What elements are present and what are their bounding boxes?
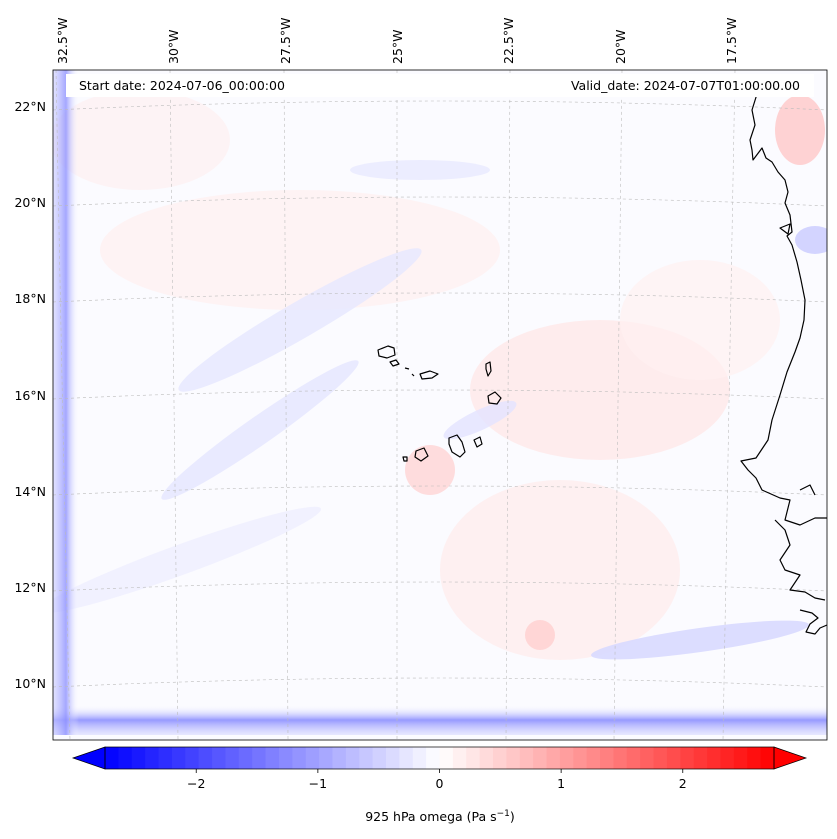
colorbar-cell (640, 747, 655, 769)
colorbar-cell (600, 747, 614, 769)
lon-label: 22.5°W (501, 18, 516, 64)
colorbar-extend-high (773, 746, 808, 770)
colorbar-cell (707, 747, 721, 769)
colorbar-cell (559, 747, 574, 769)
colorbar-cell (506, 747, 521, 769)
colorbar-cell (760, 747, 775, 769)
date-header-box (66, 74, 814, 97)
colorbar-cell (212, 747, 226, 769)
coastline (377, 93, 827, 635)
colorbar-cell (278, 747, 293, 769)
colorbar-cell (412, 747, 427, 769)
colorbar-tick-label: 2 (679, 776, 687, 791)
colorbar-cell (573, 747, 588, 769)
colorbar-cell (653, 747, 668, 769)
lon-label: 27.5°W (278, 18, 293, 64)
colorbar-label-close: ) (510, 809, 515, 824)
lon-label: 20°W (613, 29, 628, 64)
colorbar-cell (452, 747, 467, 769)
colorbar-cell (385, 747, 400, 769)
lat-label: 12°N (14, 580, 46, 595)
lon-label: 17.5°W (724, 18, 739, 64)
map-frame (52, 69, 828, 741)
colorbar-extend-low (71, 746, 106, 770)
lon-label: 25°W (390, 29, 405, 64)
colorbar-cell (105, 747, 119, 769)
colorbar-tick-label: −1 (309, 776, 327, 791)
colorbar-tick-label: −2 (187, 776, 205, 791)
lon-label: 30°W (166, 29, 181, 64)
colorbar-cell (546, 747, 561, 769)
colorbar-cell (238, 747, 253, 769)
colorbar-cell (426, 747, 440, 769)
colorbar-cell (198, 747, 213, 769)
colorbar-cell (519, 747, 534, 769)
map-panel[interactable]: Start date: 2024-07-06_00:00:00 Valid_da… (34, 69, 835, 741)
lat-label: 20°N (14, 195, 46, 210)
colorbar-cell (372, 747, 387, 769)
colorbar-cell (359, 747, 374, 769)
colorbar-cell (292, 747, 307, 769)
colorbar-ticks: −2 −1 0 1 2 (187, 769, 687, 791)
gridlines (53, 70, 827, 740)
longitude-labels: 32.5°W 30°W 27.5°W 25°W 22.5°W 20°W 17.5… (55, 18, 739, 64)
colorbar-cell (118, 747, 133, 769)
colorbar-cell (171, 747, 186, 769)
colorbar-cell (399, 747, 414, 769)
lon-label: 32.5°W (55, 18, 70, 64)
colorbar-label-text: 925 hPa omega (Pa s (365, 809, 496, 824)
colorbar-cell (158, 747, 173, 769)
colorbar-cells (105, 747, 775, 769)
colorbar-cell (225, 747, 240, 769)
latitude-labels: 22°N 20°N 18°N 16°N 14°N 12°N 10°N (14, 99, 46, 691)
colorbar-label-exponent: −1 (497, 809, 510, 819)
colorbar-cell (720, 747, 735, 769)
lat-label: 22°N (14, 99, 46, 114)
colorbar-tick-label: 1 (557, 776, 565, 791)
colorbar-cell (613, 747, 628, 769)
colorbar-cell (693, 747, 708, 769)
colorbar-cell (319, 747, 333, 769)
lat-label: 18°N (14, 291, 46, 306)
colorbar-cell (332, 747, 347, 769)
colorbar-cell (131, 747, 146, 769)
colorbar[interactable]: −2 −1 0 1 2 925 hPa omega (Pa s−1) (71, 746, 808, 824)
colorbar-cell (747, 747, 762, 769)
colorbar-cell (466, 747, 481, 769)
colorbar-cell (666, 747, 681, 769)
colorbar-cell (145, 747, 160, 769)
colorbar-label: 925 hPa omega (Pa s−1) (365, 809, 515, 824)
colorbar-cell (680, 747, 695, 769)
colorbar-cell (345, 747, 360, 769)
colorbar-cell (479, 747, 494, 769)
colorbar-cell (265, 747, 280, 769)
colorbar-cell (586, 747, 601, 769)
colorbar-cell (439, 747, 454, 769)
lat-label: 16°N (14, 388, 46, 403)
colorbar-cell (533, 747, 548, 769)
lat-label: 14°N (14, 484, 46, 499)
colorbar-cell (626, 747, 641, 769)
start-date-label: Start date: 2024-07-06_00:00:00 (79, 78, 285, 93)
colorbar-cell (493, 747, 507, 769)
colorbar-cell (733, 747, 748, 769)
colorbar-tick-label: 0 (436, 776, 444, 791)
omega-field-shading (53, 70, 827, 735)
colorbar-cell (185, 747, 200, 769)
lat-label: 10°N (14, 676, 46, 691)
valid-date-label: Valid_date: 2024-07-07T01:00:00.00 (571, 78, 800, 93)
colorbar-cell (252, 747, 267, 769)
colorbar-cell (305, 747, 320, 769)
